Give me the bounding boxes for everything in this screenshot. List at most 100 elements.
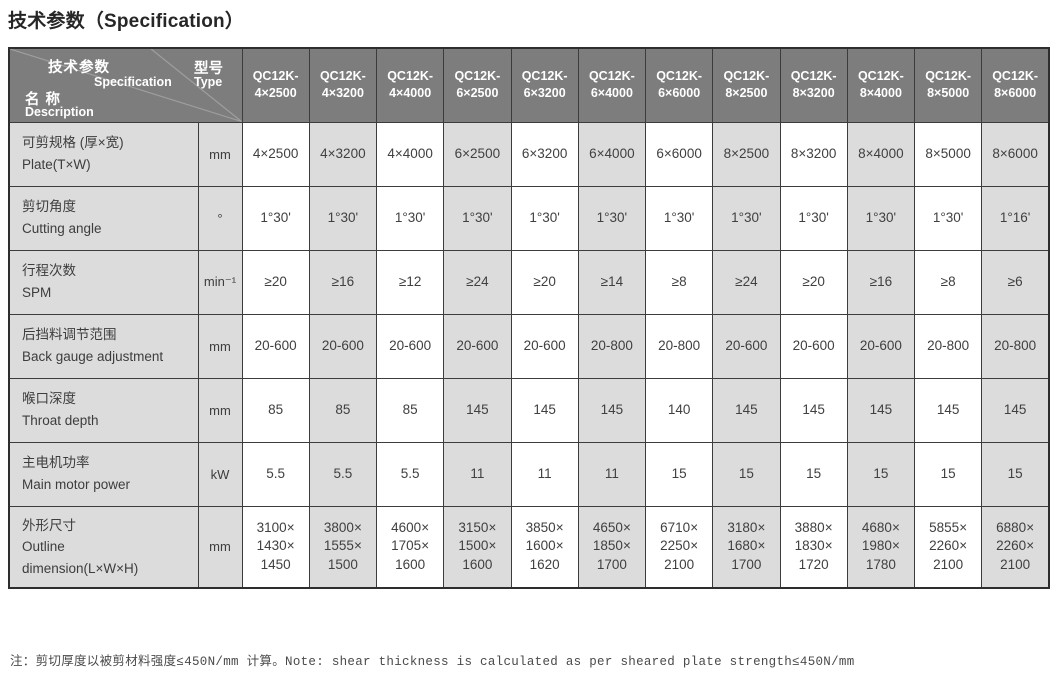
spec-value: 145 (510, 377, 579, 443)
row-unit: mm (197, 505, 243, 589)
table-row: 喉口深度 Throat depth mm 85 85 85 145 145 145 140 145… (8, 377, 1050, 443)
spec-value: 15 (981, 441, 1050, 507)
spec-value: ≥20 (241, 249, 310, 315)
spec-value: ≥20 (510, 249, 579, 315)
row-unit: min⁻¹ (197, 249, 243, 315)
spec-value: 20-600 (779, 313, 848, 379)
row-label: 可剪规格 (厚×宽) Plate(T×W) (8, 121, 199, 187)
column-header-model: QC12K- 4×2500 (241, 47, 310, 123)
spec-value: ≥24 (712, 249, 781, 315)
spec-value: 15 (913, 441, 983, 507)
spec-value: 1°30' (241, 185, 310, 251)
spec-value: 6×2500 (443, 121, 512, 187)
spec-value: 4×4000 (375, 121, 445, 187)
spec-value: 20-800 (981, 313, 1050, 379)
spec-value: 3800× 1555× 1500 (308, 505, 378, 589)
spec-value: 20-600 (443, 313, 512, 379)
spec-value: 85 (375, 377, 445, 443)
spec-value: 1°30' (308, 185, 378, 251)
spec-value: 20-800 (913, 313, 983, 379)
spec-value: 8×2500 (712, 121, 781, 187)
spec-value: 8×5000 (913, 121, 983, 187)
spec-value: 3880× 1830× 1720 (779, 505, 848, 589)
spec-value: 1°30' (577, 185, 647, 251)
column-header-model: QC12K- 8×2500 (712, 47, 781, 123)
corner-label-name-zh: 名 称 (25, 92, 62, 108)
spec-value: 6×6000 (644, 121, 714, 187)
spec-value: 1°30' (913, 185, 983, 251)
column-header-model: QC12K- 8×5000 (913, 47, 983, 123)
spec-value: 20-600 (241, 313, 310, 379)
row-label: 喉口深度 Throat depth (8, 377, 199, 443)
column-header-model: QC12K- 4×4000 (375, 47, 445, 123)
column-header-model: QC12K- 6×4000 (577, 47, 647, 123)
column-header-model: QC12K- 4×3200 (308, 47, 378, 123)
spec-value: 5855× 2260× 2100 (913, 505, 983, 589)
spec-value: 145 (779, 377, 848, 443)
row-unit: mm (197, 377, 243, 443)
row-unit: ° (197, 185, 243, 251)
spec-value: 145 (981, 377, 1050, 443)
spec-value: 4×2500 (241, 121, 310, 187)
column-header-model: QC12K- 6×2500 (443, 47, 512, 123)
spec-value: 15 (644, 441, 714, 507)
corner-label-name-en: Description (25, 105, 94, 119)
spec-value: 20-600 (308, 313, 378, 379)
column-header-model: QC12K- 6×3200 (510, 47, 579, 123)
spec-value: 145 (913, 377, 983, 443)
corner-header-cell: 技术参数 Specification 名 称 Description 型号 Ty… (8, 47, 243, 123)
spec-value: 1°16' (981, 185, 1050, 251)
spec-value: 1°30' (644, 185, 714, 251)
spec-value: 4×3200 (308, 121, 378, 187)
spec-value: 20-600 (510, 313, 579, 379)
column-header-model: QC12K- 8×6000 (981, 47, 1050, 123)
column-header-model: QC12K- 8×4000 (846, 47, 916, 123)
diagonal-divider (10, 49, 242, 122)
spec-value: 15 (779, 441, 848, 507)
spec-value: ≥6 (981, 249, 1050, 315)
spec-value: 1°30' (779, 185, 848, 251)
table-row: 剪切角度 Cutting angle ° 1°30' 1°30' 1°30' 1°30' 1… (8, 185, 1050, 251)
row-label: 剪切角度 Cutting angle (8, 185, 199, 251)
spec-value: 3100× 1430× 1450 (241, 505, 310, 589)
footnote: 注：剪切厚度以被剪材料强度≤450N/mm 计算。Note: shear thi… (10, 655, 855, 669)
spec-value: 5.5 (241, 441, 310, 507)
table-row: 主电机功率 Main motor power kW 5.5 5.5 5.5 11 11 11 1… (8, 441, 1050, 507)
spec-value: 4680× 1980× 1780 (846, 505, 916, 589)
spec-value: 4600× 1705× 1600 (375, 505, 445, 589)
page-title: 技术参数（Specification） (8, 11, 245, 32)
table-row: 可剪规格 (厚×宽) Plate(T×W) mm 4×2500 4×3200 4×400… (8, 121, 1050, 187)
spec-value: 145 (712, 377, 781, 443)
spec-value: 20-600 (375, 313, 445, 379)
row-unit: mm (197, 121, 243, 187)
spec-value: 20-600 (712, 313, 781, 379)
spec-table: 技术参数 Specification 名 称 Description 型号 Ty… (8, 47, 1050, 590)
spec-value: 11 (443, 441, 512, 507)
spec-value: 15 (846, 441, 916, 507)
spec-value: 1°30' (712, 185, 781, 251)
spec-value: 8×4000 (846, 121, 916, 187)
corner-label-type-en: Type (194, 75, 223, 89)
row-label: 外形尺寸 Outline dimension(L×W×H) (8, 505, 199, 589)
row-label: 后挡料调节范围 Back gauge adjustment (8, 313, 199, 379)
table-header-row: 技术参数 Specification 名 称 Description 型号 Ty… (8, 47, 1050, 123)
spec-value: 3850× 1600× 1620 (510, 505, 579, 589)
row-unit: mm (197, 313, 243, 379)
spec-value: 8×3200 (779, 121, 848, 187)
spec-value: 6880× 2260× 2100 (981, 505, 1050, 589)
spec-value: 85 (241, 377, 310, 443)
spec-value: 6×4000 (577, 121, 647, 187)
row-label: 行程次数 SPM (8, 249, 199, 315)
spec-value: 20-800 (577, 313, 647, 379)
spec-value: 11 (510, 441, 579, 507)
spec-value: 5.5 (308, 441, 378, 507)
column-header-model: QC12K- 8×3200 (779, 47, 848, 123)
spec-value: 6×3200 (510, 121, 579, 187)
spec-value: 8×6000 (981, 121, 1050, 187)
table-row: 外形尺寸 Outline dimension(L×W×H) mm 3100× 143… (8, 505, 1050, 589)
spec-value: ≥20 (779, 249, 848, 315)
spec-value: ≥8 (644, 249, 714, 315)
row-label: 主电机功率 Main motor power (8, 441, 199, 507)
spec-value: 20-600 (846, 313, 916, 379)
